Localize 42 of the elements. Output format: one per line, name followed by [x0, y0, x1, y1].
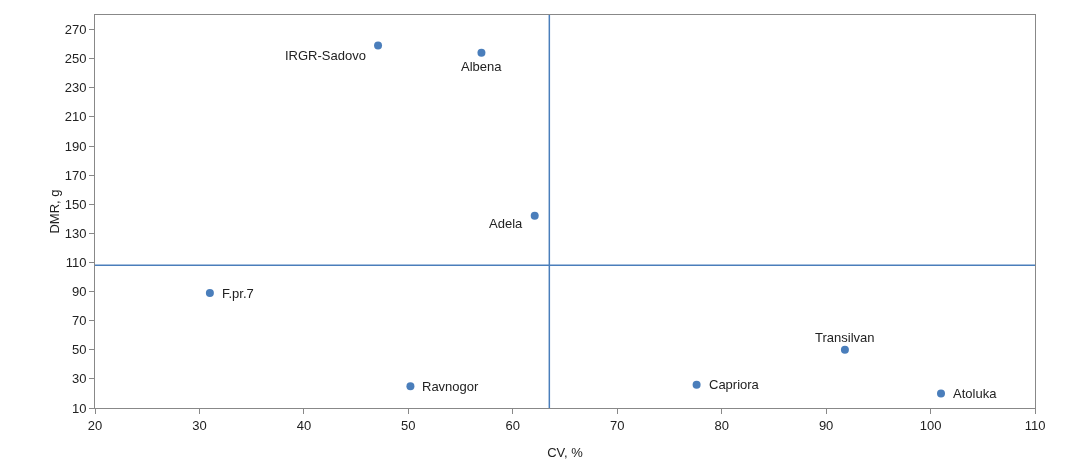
x-axis-title: CV, % [547, 445, 584, 460]
y-axis-title: DMR, g [47, 189, 62, 234]
annotation: Ravnogor [422, 379, 480, 394]
y-tick-label: 210 [64, 109, 87, 125]
annotation: F.pr.7 [222, 286, 254, 301]
x-tick-label: 30 [192, 417, 207, 433]
x-tick-label: 40 [296, 417, 312, 433]
annotation: Transilvan [815, 330, 875, 345]
x-tick-label: 110 [1024, 417, 1046, 433]
x-tick-label: 100 [919, 417, 942, 433]
x-tick-label: 20 [87, 417, 103, 433]
annotation: Albena [461, 59, 503, 74]
point [692, 380, 701, 389]
y-tick-label: 50 [71, 342, 87, 358]
point [406, 382, 415, 391]
y-tick-label: 90 [71, 284, 87, 300]
y-tick-label: 110 [65, 254, 87, 270]
annotation: Adela [489, 216, 524, 231]
y-tick-label: 130 [64, 225, 87, 241]
y-tick-label: 10 [71, 400, 87, 416]
y-tick-label: 70 [71, 313, 87, 329]
x-tick-label: 60 [505, 417, 521, 433]
y-tick-label: 250 [64, 51, 87, 67]
y-tick-label: 30 [71, 371, 87, 387]
point [530, 211, 539, 220]
x-tick-label: 90 [818, 417, 834, 433]
x-tick-label: 80 [714, 417, 729, 433]
point [374, 41, 383, 50]
point [205, 289, 214, 298]
y-tick-label: 270 [64, 22, 87, 38]
point [840, 345, 849, 354]
x-tick-label: 70 [609, 417, 625, 433]
annotation: IRGR-Sadovo [285, 48, 366, 63]
point [937, 389, 945, 398]
y-tick-label: 170 [64, 167, 87, 183]
annotation: Capriora [709, 377, 760, 392]
y-tick-label: 150 [64, 196, 87, 212]
y-tick-label: 190 [64, 138, 87, 154]
annotation: Atoluka [953, 386, 998, 401]
x-tick-label: 50 [401, 417, 416, 433]
point [477, 48, 486, 57]
y-tick-label: 230 [64, 80, 87, 96]
